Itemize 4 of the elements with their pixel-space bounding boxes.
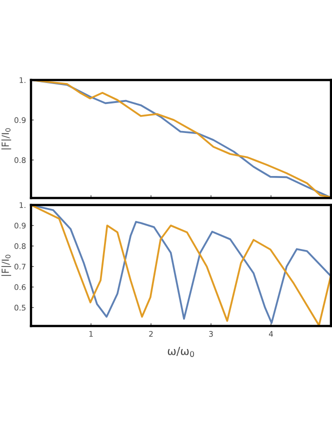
x-axis-title: ω/ω$_{0}$ (168, 346, 194, 357)
line-series (31, 80, 331, 198)
y-axis-title: |F|/I$_{0}$ (1, 128, 12, 150)
y-axis-title: |F|/I$_{0}$ (1, 254, 12, 276)
